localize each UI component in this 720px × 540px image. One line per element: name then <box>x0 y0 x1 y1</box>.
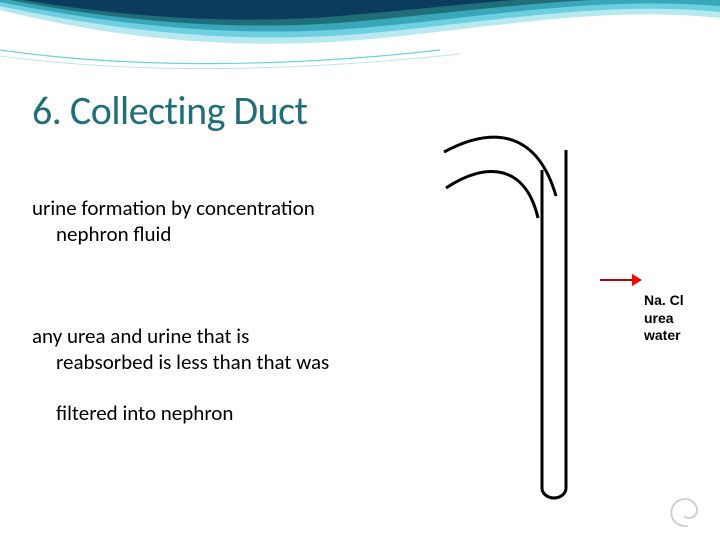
duct-svg <box>438 110 618 508</box>
p1-line2: nephron fluid <box>32 222 422 248</box>
top-wave-decor <box>0 0 720 72</box>
p2-line2: reabsorbed is less than that was <box>32 350 422 376</box>
p2-line1: any urea and urine that is <box>32 323 249 349</box>
legend-item-nacl: Na. Cl <box>644 292 684 310</box>
outflow-arrow <box>600 274 640 286</box>
legend-item-urea: urea <box>644 310 684 328</box>
diagram-legend: Na. Cl urea water <box>644 292 684 345</box>
p1-line1: urine formation by concentration <box>32 195 315 221</box>
arrow-head-icon <box>632 274 642 286</box>
arrow-shaft <box>600 279 634 281</box>
paragraph-1: urine formation by concentration nephron… <box>32 196 422 247</box>
paragraph-2: any urea and urine that is reabsorbed is… <box>32 324 422 426</box>
slide: 6. Collecting Duct urine formation by co… <box>0 0 720 540</box>
collecting-duct-diagram <box>438 110 618 508</box>
corner-swirl-icon <box>668 492 706 530</box>
legend-item-water: water <box>644 327 684 345</box>
p2-line3: filtered into nephron <box>32 401 422 427</box>
slide-title: 6. Collecting Duct <box>32 86 307 135</box>
